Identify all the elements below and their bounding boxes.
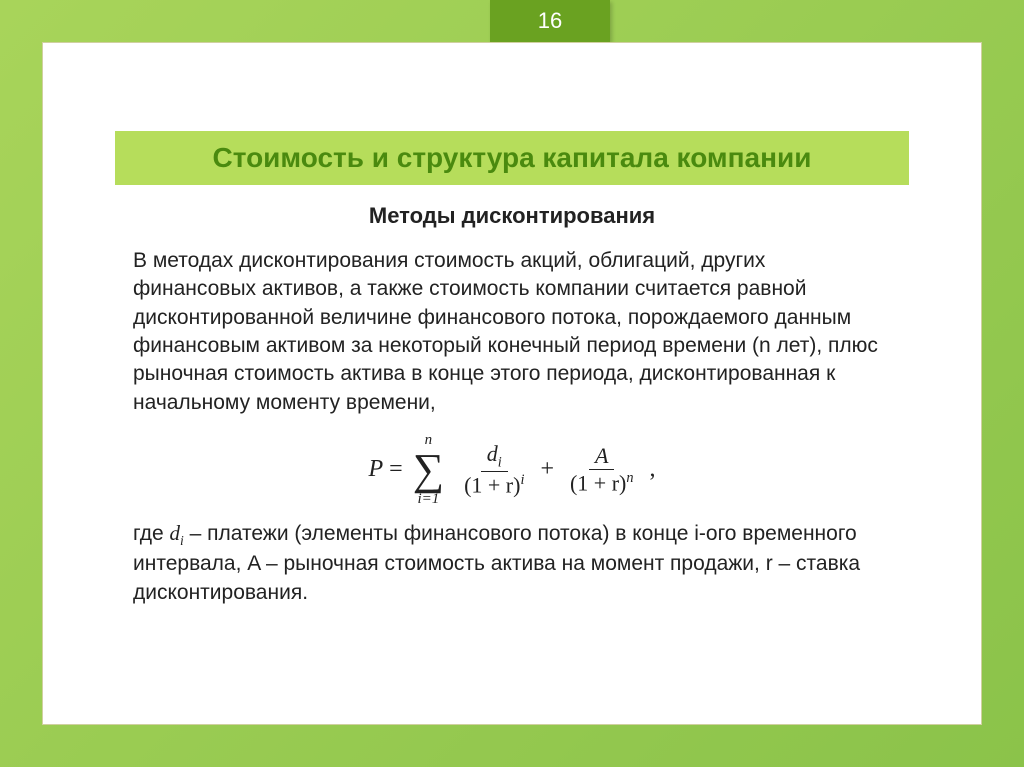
sigma-block: n ∑ i=1 — [413, 433, 444, 507]
para2-var: d — [169, 521, 180, 545]
formula-plus: + — [540, 456, 554, 483]
frac1-num-sub: i — [498, 454, 502, 470]
page-number-tab: 16 — [490, 0, 610, 42]
frac1-den-exp: i — [520, 472, 524, 488]
frac2-den-exp: n — [626, 470, 633, 486]
title-bar: Стоимость и структура капитала компании — [115, 131, 909, 185]
subtitle: Методы дисконтирования — [133, 203, 891, 229]
paragraph-1: В методах дисконтирования стоимость акци… — [133, 247, 891, 417]
formula-tail: , — [650, 456, 656, 483]
sigma-symbol: ∑ — [413, 450, 444, 490]
frac1-numerator: di — [481, 441, 508, 472]
page-number: 16 — [538, 8, 562, 34]
frac2-numerator: A — [589, 443, 614, 470]
paragraph-2: где di – платежи (элементы финансового п… — [133, 519, 891, 607]
frac2-den-base: (1 + r) — [570, 471, 626, 496]
fraction-1: di (1 + r)i — [458, 441, 530, 499]
slide-panel: Стоимость и структура капитала компании … — [42, 42, 982, 725]
slide-title: Стоимость и структура капитала компании — [213, 142, 812, 174]
para2-pre: где — [133, 522, 169, 545]
fraction-2: A (1 + r)n — [564, 443, 640, 496]
frac1-den-base: (1 + r) — [464, 473, 520, 498]
frac1-num-var: d — [487, 441, 498, 466]
formula: P = n ∑ i=1 di (1 + r)i + A (1 + r)n — [133, 433, 891, 507]
frac2-denominator: (1 + r)n — [564, 470, 640, 496]
sigma-bottom: i=1 — [417, 492, 439, 507]
formula-lhs: P — [368, 456, 383, 483]
formula-eq: = — [389, 456, 403, 483]
para2-post: – платежи (элементы финансового потока) … — [133, 522, 860, 604]
frac1-denominator: (1 + r)i — [458, 472, 530, 498]
content-area: Методы дисконтирования В методах дисконт… — [133, 203, 891, 674]
